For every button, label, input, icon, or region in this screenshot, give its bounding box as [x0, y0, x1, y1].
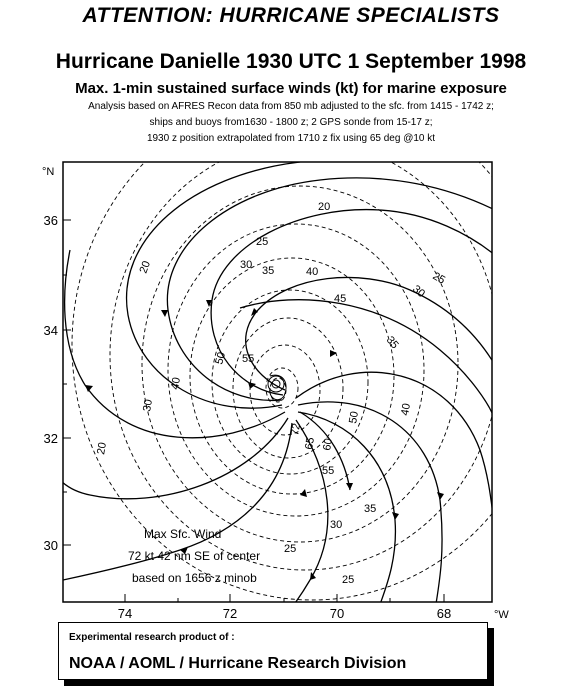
- lon-label-74: 74: [118, 606, 132, 620]
- footer-organization: NOAA / AOML / Hurricane Research Divisio…: [69, 655, 407, 672]
- wind-analysis-map: 36 34 32 30 74 72 70 68 °N °W: [42, 161, 509, 620]
- isotach-label: 60: [321, 437, 335, 451]
- lon-label-72: 72: [223, 606, 237, 620]
- isotach-label: 30: [141, 398, 155, 412]
- streamlines: [63, 162, 492, 602]
- analysis-note-1: Analysis based on AFRES Recon data from …: [88, 101, 494, 112]
- latitude-labels: 36 34 32 30: [44, 213, 58, 553]
- isotach-label: 20: [138, 259, 153, 275]
- isotach-label: 25: [431, 270, 448, 287]
- page-subtitle: Max. 1-min sustained surface winds (kt) …: [75, 80, 507, 97]
- max-wind-basis: based on 1656 z minob: [132, 571, 257, 585]
- isotach-label: 35: [364, 503, 376, 515]
- isotach-label: 20: [95, 441, 109, 455]
- max-wind-annotation: Max Sfc. Wind 72 kt 42 nm SE of center b…: [128, 527, 260, 585]
- footer-label: Experimental research product of :: [69, 632, 235, 643]
- attention-banner: ATTENTION: HURRICANE SPECIALISTS: [82, 4, 500, 27]
- lat-unit-label: °N: [42, 166, 54, 178]
- footer-credit-box: Experimental research product of : NOAA …: [58, 622, 488, 680]
- isotach-label: 25: [284, 543, 296, 555]
- lon-unit-label: °W: [494, 609, 509, 620]
- page-title: Hurricane Danielle 1930 UTC 1 September …: [55, 50, 527, 73]
- isotach-label: 30: [330, 519, 342, 531]
- longitude-labels: 74 72 70 68: [118, 606, 451, 620]
- max-wind-value: 72 kt 42 nm SE of center: [128, 549, 260, 563]
- streamline-arrows: [85, 300, 444, 580]
- isotach-label: 55: [322, 465, 334, 477]
- analysis-note-2: ships and buoys from1630 - 1800 z; 2 GPS…: [149, 117, 433, 128]
- lat-label-36: 36: [44, 213, 58, 228]
- isotach-label: 50: [213, 351, 228, 366]
- isotach-label: 25: [256, 236, 268, 248]
- isotach-label: 45: [334, 293, 346, 305]
- map-frame: [62, 161, 493, 603]
- lat-label-30: 30: [44, 538, 58, 553]
- isotach-label: 72: [289, 422, 303, 436]
- isotach-label: 65: [303, 436, 317, 450]
- max-wind-title: Max Sfc. Wind: [144, 527, 221, 541]
- lat-label-32: 32: [44, 431, 58, 446]
- isotach-label: 40: [169, 376, 183, 390]
- isotachs: [71, 162, 492, 601]
- isotach-label: 55: [242, 353, 254, 365]
- isotach-label: 50: [347, 410, 361, 424]
- isotach-label: 35: [262, 265, 274, 277]
- isotach-label: 25: [342, 574, 354, 586]
- isotach-label: 20: [318, 201, 330, 213]
- lon-label-70: 70: [330, 606, 344, 620]
- storm-center: [267, 374, 287, 401]
- isotach-label: 35: [384, 334, 401, 351]
- isotach-label: 30: [240, 259, 252, 271]
- lon-label-68: 68: [437, 606, 451, 620]
- analysis-note-3: 1930 z position extrapolated from 1710 z…: [146, 133, 436, 144]
- axis-ticks: [63, 219, 445, 602]
- isotach-label: 40: [306, 266, 318, 278]
- lat-label-34: 34: [44, 323, 58, 338]
- isotach-label: 40: [399, 402, 413, 416]
